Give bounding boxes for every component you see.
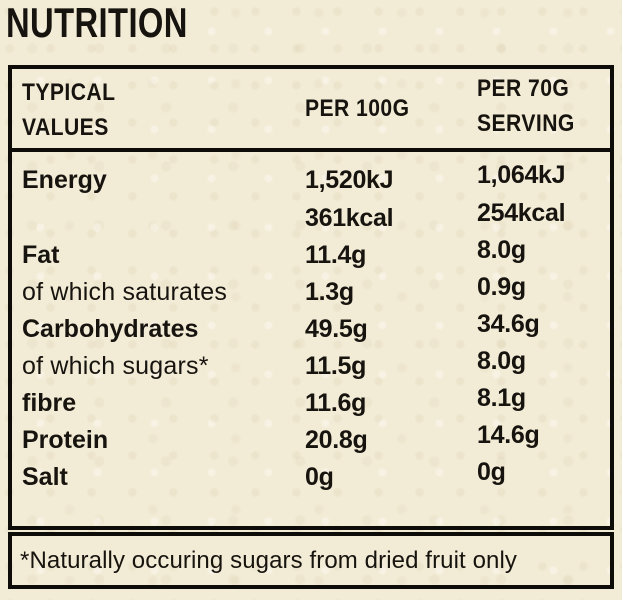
table-row-protein: Protein 20.8g 14.6g <box>12 421 610 459</box>
page-title: NUTRITION <box>6 0 188 46</box>
cell-per70g: 1,064kJ 254kcal <box>477 156 610 232</box>
cell-per70g: 14.6g <box>477 421 540 449</box>
table-row-energy: Energy 1,520kJ 361kcal 1,064kJ 254kcal <box>12 161 610 237</box>
table-header-row: TYPICAL VALUES PER 100G PER 70G SERVING <box>12 69 610 152</box>
footnote-box: *Naturally occuring sugars from dried fr… <box>8 532 614 589</box>
row-label: Fat <box>22 241 60 269</box>
cell-per100g: 1,520kJ 361kcal <box>305 161 477 237</box>
per-100g-label: PER 100G <box>305 95 410 122</box>
table-row-fat: Fat 11.4g 8.0g <box>12 236 610 274</box>
row-label: of which sugars* <box>22 352 209 380</box>
row-label: Energy <box>22 166 107 194</box>
row-label: of which saturates <box>22 278 228 306</box>
footnote-text: *Naturally occuring sugars from dried fr… <box>20 546 517 574</box>
cell-per100g: 20.8g <box>305 426 368 454</box>
row-label: Carbohydrates <box>22 315 199 343</box>
typical-values-line2: VALUES <box>22 114 109 141</box>
column-header-per-100g: PER 100G <box>305 69 477 148</box>
cell-per70g: 0g <box>477 458 506 486</box>
cell-per100g: 11.6g <box>305 389 367 417</box>
cell-per70g: 0.9g <box>477 273 526 301</box>
row-label: Salt <box>22 463 68 491</box>
cell-per70g: 8.1g <box>477 384 526 412</box>
table-row-fibre: fibre 11.6g 8.1g <box>12 384 610 422</box>
column-header-per-70g-serving: PER 70G SERVING <box>477 67 610 146</box>
per-70g-line1: PER 70G <box>477 75 570 102</box>
value-kj: 1,064kJ <box>477 161 566 189</box>
row-label: fibre <box>22 389 77 417</box>
table-row-salt: Salt 0g 0g <box>12 458 610 496</box>
table-row-carbohydrates: Carbohydrates 49.5g 34.6g <box>12 310 610 348</box>
cell-per100g: 49.5g <box>305 315 368 343</box>
cell-per70g: 34.6g <box>477 310 540 338</box>
table-row-sugars: of which sugars* 11.5g 8.0g <box>12 347 610 385</box>
table-body: Energy 1,520kJ 361kcal 1,064kJ 254kcal F… <box>12 152 610 496</box>
cell-per100g: 1.3g <box>305 278 354 306</box>
per-70g-line2: SERVING <box>477 110 575 137</box>
value-kcal: 254kcal <box>477 199 566 227</box>
value-kj: 1,520kJ <box>305 166 394 194</box>
cell-per100g: 11.4g <box>305 241 367 269</box>
cell-per70g: 8.0g <box>477 236 526 264</box>
cell-per70g: 8.0g <box>477 347 526 375</box>
cell-per100g: 0g <box>305 463 334 491</box>
column-header-typical-values: TYPICAL VALUES <box>12 69 305 148</box>
value-kcal: 361kcal <box>305 204 394 232</box>
nutrition-table: TYPICAL VALUES PER 100G PER 70G SERVING … <box>8 65 614 530</box>
cell-per100g: 11.5g <box>305 352 367 380</box>
typical-values-line1: TYPICAL <box>22 79 116 106</box>
table-row-saturates: of which saturates 1.3g 0.9g <box>12 273 610 311</box>
row-label: Protein <box>22 426 109 454</box>
